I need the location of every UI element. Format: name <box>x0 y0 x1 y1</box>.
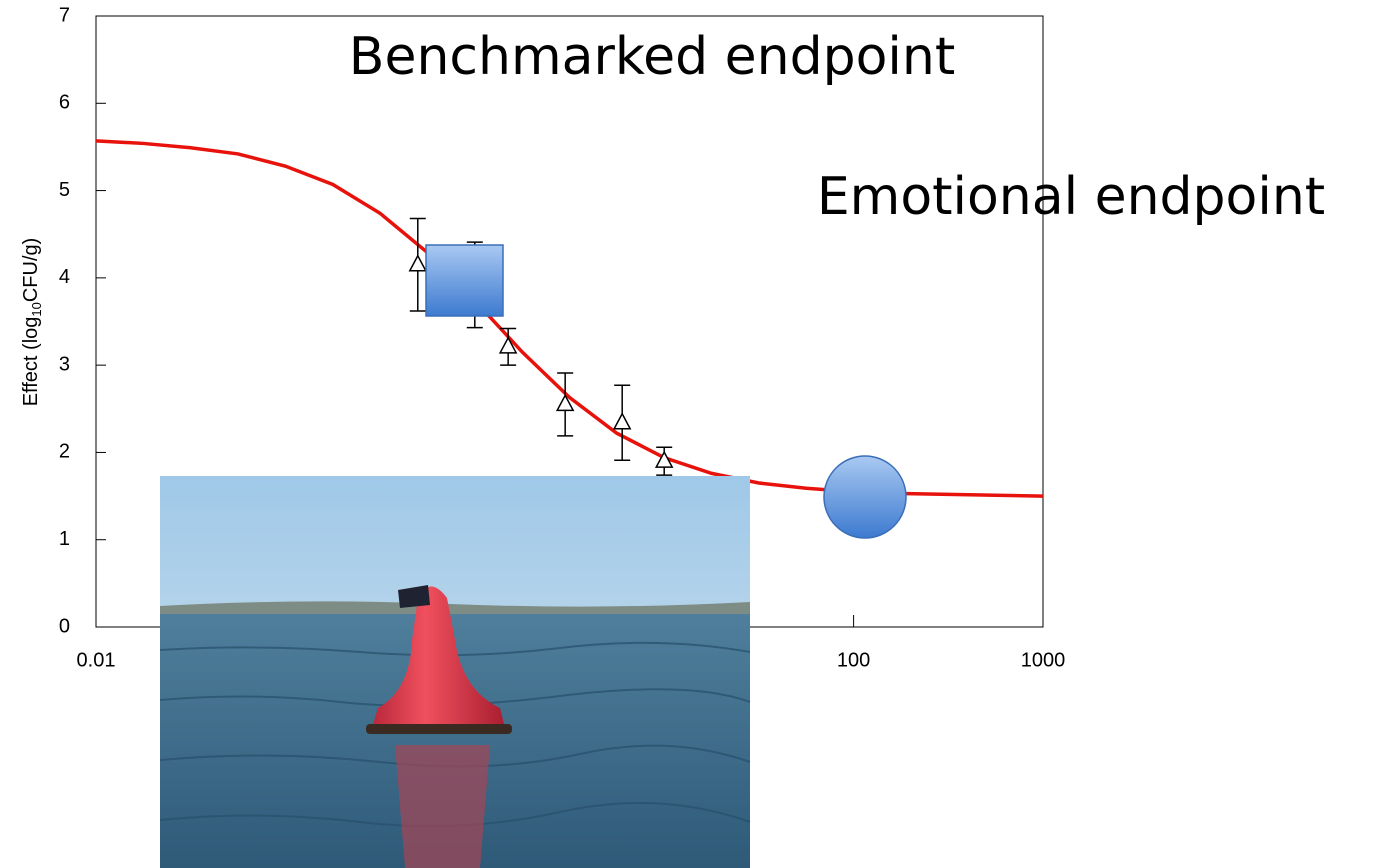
photo-panel <box>398 585 430 608</box>
point <box>612 412 632 430</box>
photo-reflection <box>395 745 490 868</box>
y-tick-label: 6 <box>59 92 70 114</box>
y-axis-label-part: Effect (log <box>20 317 42 407</box>
y-axis-label-part: CFU/g) <box>20 238 42 302</box>
x-tick-label: 0.01 <box>77 649 116 671</box>
y-tick-label: 1 <box>59 528 70 550</box>
y-axis-label-sub: 10 <box>29 302 44 316</box>
buoy-photo <box>159 476 751 868</box>
point <box>555 393 575 412</box>
x-tick-label: 1000 <box>1021 649 1066 671</box>
plot: Effect (log10CFU/g) 0 1 2 3 4 5 6 7 0.01 100 1000 <box>20 4 1065 671</box>
x-tick-label: 100 <box>837 649 870 671</box>
circle-shape <box>823 455 907 539</box>
y-tick-label: 5 <box>59 179 70 201</box>
y-tick-label: 0 <box>59 615 70 637</box>
y-tick-label: 4 <box>59 266 70 288</box>
point <box>498 336 518 354</box>
y-tick-label: 2 <box>59 441 70 463</box>
photo-land <box>160 601 750 616</box>
annotation: Emotional endpoint <box>817 167 1325 227</box>
y-axis-label: Effect (log10CFU/g) <box>20 238 44 407</box>
photo-waterline <box>366 724 512 734</box>
square-shape <box>425 244 504 317</box>
point <box>408 254 428 272</box>
y-tick-label: 7 <box>59 4 70 26</box>
photo-buoy <box>372 586 505 728</box>
point <box>654 450 674 468</box>
y-tick-label: 3 <box>59 353 70 375</box>
annotation: Benchmarked endpoint <box>349 27 955 87</box>
